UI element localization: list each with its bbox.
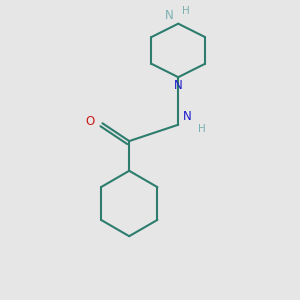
Text: N: N [165,9,174,22]
Text: N: N [183,110,191,123]
Text: N: N [174,79,183,92]
Text: H: H [182,6,190,16]
Text: H: H [198,124,206,134]
Text: O: O [86,115,95,128]
